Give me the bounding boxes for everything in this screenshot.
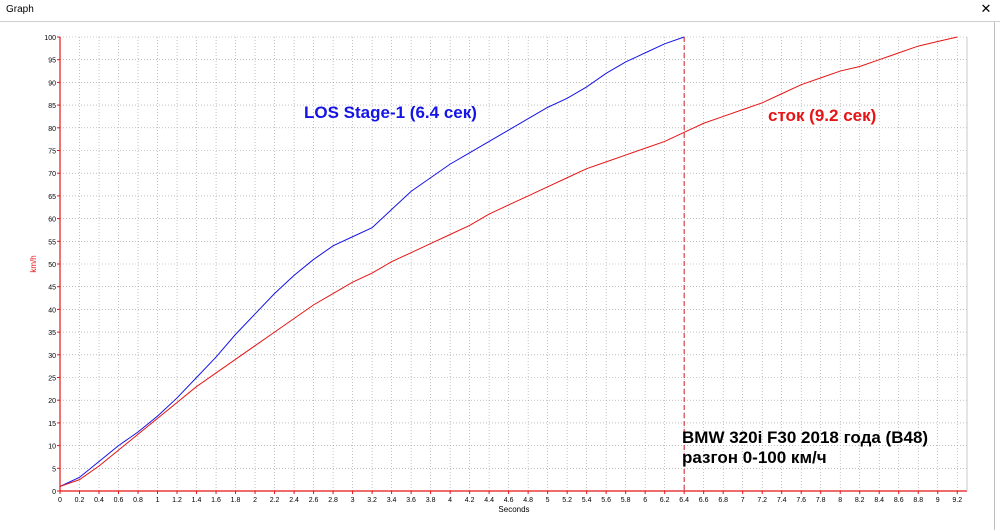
x-tick-label: 3.6	[406, 497, 416, 504]
y-axis-label: km/h	[29, 255, 38, 272]
x-tick-label: 7.4	[777, 497, 787, 504]
y-tick-label: 0	[52, 489, 56, 496]
x-tick-label: 5.8	[621, 497, 631, 504]
y-tick-label: 70	[48, 171, 56, 178]
x-tick-label: 1	[156, 497, 160, 504]
x-tick-label: 5	[546, 497, 550, 504]
y-tick-label: 35	[48, 330, 56, 337]
x-tick-label: 9.2	[952, 497, 962, 504]
y-tick-label: 20	[48, 398, 56, 405]
chart-series	[59, 36, 958, 487]
stage1-annotation: LOS Stage-1 (6.4 сек)	[304, 103, 477, 122]
x-tick-label: 6.4	[679, 497, 689, 504]
series-line-stage1	[59, 36, 685, 487]
y-tick-label: 85	[48, 103, 56, 110]
x-tick-label: 8	[838, 497, 842, 504]
x-tick-label: 2.2	[270, 497, 280, 504]
chart-grid	[60, 36, 967, 491]
x-tick-label: 4.6	[504, 497, 514, 504]
x-tick-label: 5.4	[582, 497, 592, 504]
chart-ticks: 0510152025303540455055606570758085909510…	[44, 35, 962, 504]
x-tick-label: 7	[741, 497, 745, 504]
caption-line-1: BMW 320i F30 2018 года (B48)	[682, 428, 929, 447]
x-tick-label: 4.4	[484, 497, 494, 504]
y-tick-label: 55	[48, 239, 56, 246]
y-tick-label: 75	[48, 149, 56, 156]
stock-annotation: сток (9.2 сек)	[768, 106, 877, 125]
car-caption: BMW 320i F30 2018 года (B48) разгон 0-10…	[682, 428, 928, 468]
x-tick-label: 4.2	[465, 497, 475, 504]
y-tick-label: 30	[48, 353, 56, 360]
y-tick-label: 5	[52, 466, 56, 473]
x-tick-label: 1.4	[192, 497, 202, 504]
window-title: Graph	[6, 4, 34, 15]
y-tick-label: 45	[48, 285, 56, 292]
y-tick-label: 25	[48, 376, 56, 383]
x-axis-label: Seconds	[498, 505, 529, 514]
x-tick-label: 4.8	[523, 497, 533, 504]
x-tick-label: 6.8	[718, 497, 728, 504]
series-line-stock	[59, 36, 958, 487]
x-tick-label: 2.6	[309, 497, 319, 504]
x-tick-label: 3.8	[426, 497, 436, 504]
x-tick-label: 3.2	[367, 497, 377, 504]
x-tick-label: 5.6	[601, 497, 611, 504]
x-tick-label: 8.4	[874, 497, 884, 504]
caption-line-2: разгон 0-100 км/ч	[682, 448, 827, 467]
x-tick-label: 2.8	[328, 497, 338, 504]
y-tick-label: 95	[48, 58, 56, 65]
y-tick-label: 15	[48, 421, 56, 428]
x-tick-label: 0.2	[75, 497, 85, 504]
x-tick-label: 6	[643, 497, 647, 504]
title-bar-divider	[0, 21, 1000, 22]
y-tick-label: 50	[48, 262, 56, 269]
x-tick-label: 1.8	[231, 497, 241, 504]
window-right-border	[994, 22, 995, 530]
x-tick-label: 2.4	[289, 497, 299, 504]
y-tick-label: 60	[48, 217, 56, 224]
x-tick-label: 6.2	[660, 497, 670, 504]
y-tick-label: 40	[48, 307, 56, 314]
x-tick-label: 5.2	[562, 497, 572, 504]
x-tick-label: 2	[253, 497, 257, 504]
x-tick-label: 0.6	[114, 497, 124, 504]
x-tick-label: 1.6	[211, 497, 221, 504]
x-tick-label: 9	[936, 497, 940, 504]
title-bar: Graph ✕	[0, 0, 1000, 22]
x-tick-label: 6.6	[699, 497, 709, 504]
close-icon[interactable]: ✕	[980, 2, 992, 17]
x-tick-label: 3	[351, 497, 355, 504]
x-tick-label: 7.6	[796, 497, 806, 504]
x-tick-label: 8.2	[855, 497, 865, 504]
y-tick-label: 65	[48, 194, 56, 201]
y-tick-label: 100	[44, 35, 56, 42]
x-tick-label: 4	[448, 497, 452, 504]
x-tick-label: 8.8	[913, 497, 923, 504]
x-tick-label: 7.2	[757, 497, 767, 504]
x-tick-label: 1.2	[172, 497, 182, 504]
y-tick-label: 90	[48, 80, 56, 87]
x-tick-label: 7.8	[816, 497, 826, 504]
x-tick-label: 8.6	[894, 497, 904, 504]
y-tick-label: 10	[48, 444, 56, 451]
x-tick-label: 0.4	[94, 497, 104, 504]
x-tick-label: 0.8	[133, 497, 143, 504]
x-tick-label: 3.4	[387, 497, 397, 504]
x-tick-label: 0	[58, 497, 62, 504]
y-tick-label: 80	[48, 126, 56, 133]
